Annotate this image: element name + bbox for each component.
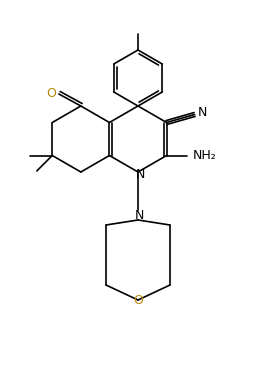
Text: O: O bbox=[133, 295, 143, 307]
Text: O: O bbox=[46, 87, 56, 100]
Text: N: N bbox=[198, 106, 207, 119]
Text: N: N bbox=[134, 209, 144, 222]
Text: NH₂: NH₂ bbox=[193, 149, 216, 162]
Text: N: N bbox=[135, 168, 145, 181]
